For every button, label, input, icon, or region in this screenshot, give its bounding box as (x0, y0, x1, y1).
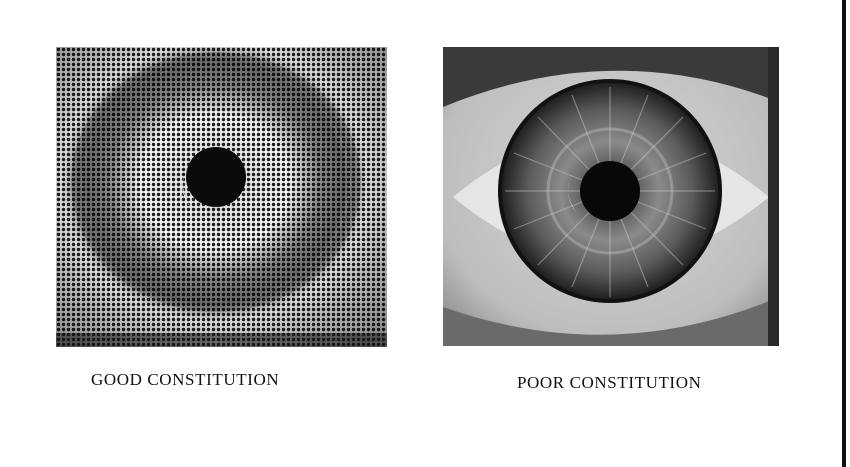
poor-constitution-iris-image (443, 47, 779, 346)
good-constitution-caption: GOOD CONSTITUTION (91, 370, 280, 389)
good-constitution-iris-image (56, 47, 387, 347)
page-edge-shadow (842, 0, 846, 467)
poor-constitution-caption: POOR CONSTITUTION (517, 373, 702, 392)
